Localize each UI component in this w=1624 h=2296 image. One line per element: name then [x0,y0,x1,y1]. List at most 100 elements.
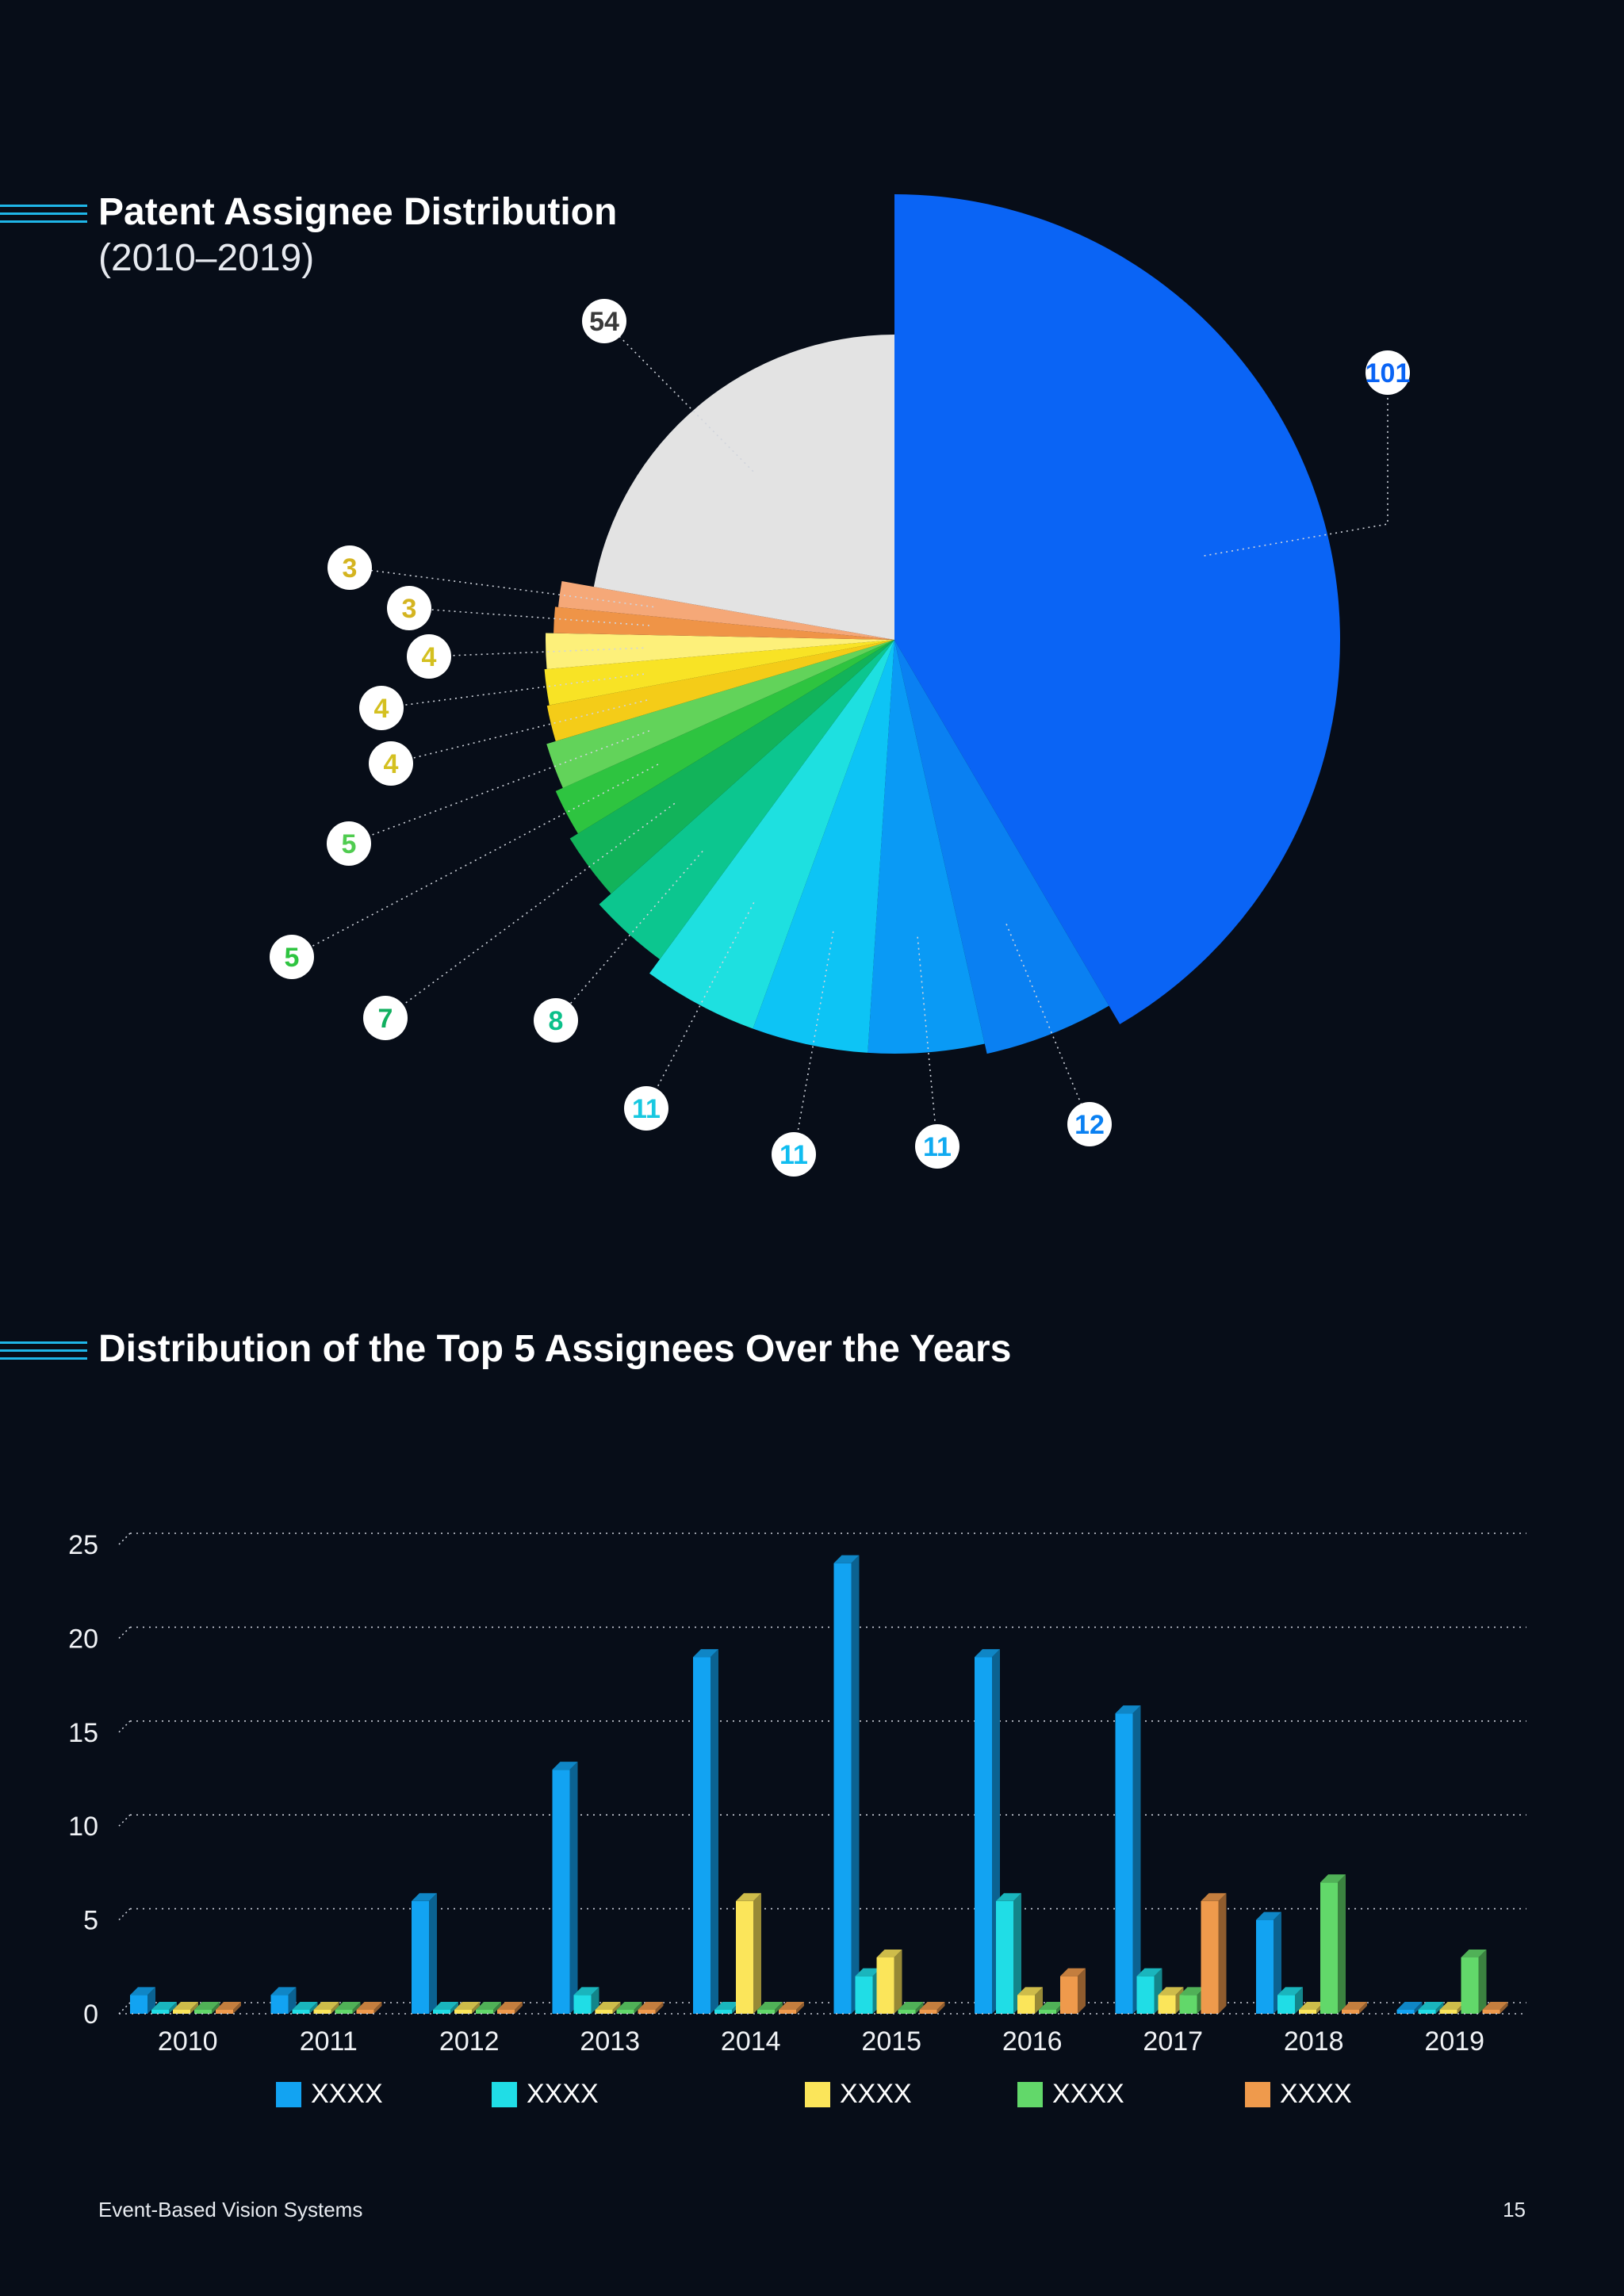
pie-data-label: 5 [270,935,314,979]
bar [595,2002,621,2014]
pie-leader-lines [291,320,1388,1155]
pie-slice [545,633,894,669]
pie-data-label-text: 3 [402,594,417,624]
bar [356,2002,382,2014]
y-tick-label: 10 [68,1812,98,1842]
legend-label: XXXX [1280,2079,1352,2109]
bar [292,2002,318,2014]
bar-gridlines [118,1533,1526,2015]
legend-swatch [276,2081,301,2107]
pie-data-label: 11 [624,1086,668,1131]
y-tick-label: 20 [68,1624,98,1654]
pie-data-label: 11 [772,1132,816,1177]
legend-swatch [805,2081,830,2107]
pie-data-label: 12 [1067,1102,1112,1146]
header-lines-icon [0,1341,87,1365]
footer-page-number: 15 [1503,2198,1526,2221]
pie-data-label: 3 [327,545,372,590]
bar [1418,2002,1444,2014]
bar-marks [130,1555,1508,2014]
legend-item: XXXX [805,2079,912,2110]
bar [476,2002,501,2014]
bar [497,2002,523,2014]
pie-slice [599,640,894,959]
bar-chart-title: Distribution of the Top 5 Assignees Over… [98,1328,1012,1370]
pie-leader-line [1204,393,1388,557]
pie-leader-line [349,567,654,608]
x-tick-label: 2013 [580,2026,640,2057]
legend-swatch [492,2081,517,2107]
bar [313,2002,339,2014]
x-tick-label: 2010 [158,2026,218,2057]
x-tick-label: 2015 [861,2026,921,2057]
pie-chart-subtitle: (2010–2019) [98,237,315,279]
pie-chart-title: Patent Assignee Distribution [98,191,618,233]
y-tick-label: 15 [68,1718,98,1748]
bar [1060,1968,1086,2014]
x-tick-label: 2012 [439,2026,500,2057]
bar [194,2002,220,2014]
bar [736,1892,761,2014]
x-tick-label: 2019 [1424,2026,1484,2057]
pie-slices [544,194,1340,1054]
pie-data-label: 4 [359,686,404,730]
pie-leader-line [348,730,650,844]
bar-chart: 0 5 10 15 20 25 2010 2011 2012 2013 2014 2015 2016 20… [68,1530,1526,2057]
bar [151,2002,177,2014]
bar [1017,1987,1043,2014]
pie-slice [555,640,894,834]
pie-slice [544,640,894,706]
pie-data-label: 7 [363,996,408,1040]
bar [1277,1987,1303,2014]
legend-swatch [1245,2081,1270,2107]
bar-y-axis: 0 5 10 15 20 25 [68,1530,98,2030]
pie-leader-line [555,851,703,1021]
header-lines-icon [0,205,87,228]
legend-label: XXXX [527,2079,599,2109]
x-tick-label: 2016 [1002,2026,1063,2057]
bar [757,2002,783,2014]
legend-label: XXXX [840,2079,912,2109]
bar [335,2002,361,2014]
pie-data-label: 4 [369,741,413,786]
bar [1320,1874,1346,2014]
pie-slice [894,194,1340,1024]
pie-data-label-text: 12 [1074,1110,1105,1140]
bar [454,2002,480,2014]
bar [130,1987,155,2014]
legend-item: XXXX [276,2079,383,2110]
pie-slice [593,335,894,640]
bar [412,1892,437,2014]
pie-slice [558,581,894,640]
pie-data-label: 4 [407,634,451,679]
bar [898,2002,924,2014]
pie-data-label-text: 11 [779,1140,808,1170]
y-tick-label: 5 [83,1906,98,1936]
pie-leader-line [385,802,676,1019]
pie-data-label: 11 [915,1124,959,1169]
bar [1115,1705,1141,2014]
x-tick-label: 2018 [1284,2026,1344,2057]
pie-data-label: 3 [387,586,431,630]
x-tick-label: 2011 [300,2026,358,2057]
pie-leader-line [428,647,644,657]
bar-chart-legend: XXXX XXXX XXXX XXXX XXXX [0,2079,1624,2118]
pie-data-label: 54 [582,299,626,343]
pie-slice [569,640,894,894]
legend-item: XXXX [1017,2079,1124,2110]
pie-data-label-text: 4 [374,694,389,724]
pie-data-label: 101 [1365,350,1411,395]
pie-data-label-text: 5 [342,829,357,859]
pie-data-label-text: 4 [422,642,437,672]
pie-slice [546,640,894,788]
pie-data-label-text: 3 [343,553,358,584]
pie-data-label-text: 101 [1365,358,1411,388]
legend-swatch [1017,2081,1043,2107]
pie-data-label-text: 7 [378,1004,393,1034]
bar [1482,2002,1508,2014]
pie-data-label-text: 8 [549,1006,564,1036]
pie-data-label-text: 5 [285,943,300,973]
y-tick-label: 0 [83,1999,98,2030]
